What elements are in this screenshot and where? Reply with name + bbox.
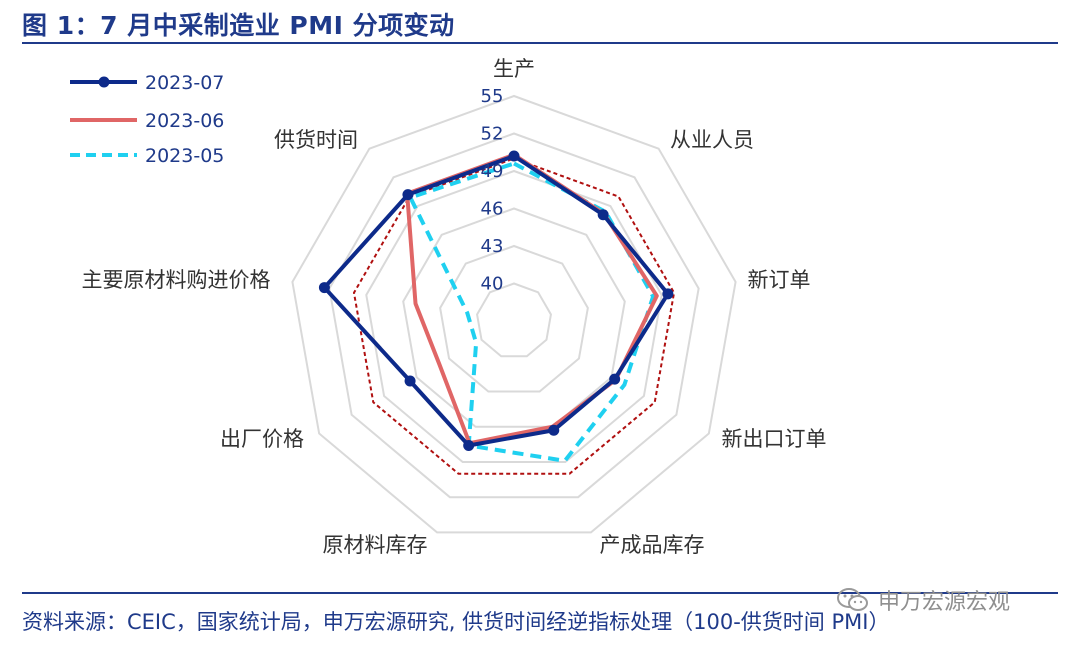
series-line — [352, 157, 676, 475]
source-rule — [22, 592, 1058, 594]
axis-label: 从业人员 — [670, 128, 754, 152]
series-line — [408, 161, 656, 463]
series-point — [609, 373, 621, 385]
axis-label: 新订单 — [748, 268, 811, 292]
axis-label: 供货时间 — [274, 128, 358, 152]
tick-label: 52 — [481, 124, 504, 145]
grid-ring — [402, 207, 626, 428]
series-point — [597, 209, 609, 221]
grid-ring — [291, 94, 737, 534]
chart-legend: 2023-07 2023-06 2023-05 — [70, 72, 224, 167]
radar-tick-labels: 40 43 46 49 52 55 — [481, 86, 504, 295]
series-point — [402, 189, 414, 201]
series-line — [405, 152, 659, 446]
legend-label: 2023-06 — [145, 110, 224, 132]
series-line — [322, 154, 670, 448]
legend-marker — [98, 76, 110, 88]
axis-label: 新出口订单 — [722, 427, 827, 451]
axis-label: 产成品库存 — [600, 533, 705, 557]
series-point — [508, 150, 520, 162]
tick-label: 40 — [481, 274, 504, 295]
tick-label: 55 — [481, 86, 504, 107]
tick-label: 43 — [481, 236, 504, 257]
watermark-text: 申万宏源宏观 — [878, 590, 1011, 615]
grid-ring — [328, 132, 700, 499]
series-point — [662, 288, 674, 300]
wechat-icon — [837, 588, 868, 611]
radar-series — [318, 150, 676, 475]
legend-label: 2023-05 — [145, 145, 224, 167]
series-point — [548, 424, 560, 436]
source-note: 资料来源：CEIC，国家统计局，申万宏源研究, 供货时间经逆指标处理（100-供… — [22, 610, 890, 634]
title-rule — [22, 42, 1058, 44]
axis-label: 出厂价格 — [220, 427, 304, 451]
series-point — [463, 440, 475, 452]
tick-label: 49 — [481, 161, 504, 182]
watermark: 申万宏源宏观 — [836, 584, 1010, 616]
axis-label: 原材料库存 — [323, 533, 428, 557]
tick-label: 46 — [481, 199, 504, 220]
grid-ring — [365, 169, 663, 463]
grid-ring — [476, 282, 552, 358]
legend-label: 2023-07 — [145, 72, 224, 94]
axis-label: 生产 — [493, 57, 535, 81]
series-point — [318, 282, 330, 294]
axis-label: 主要原材料购进价格 — [82, 268, 271, 292]
chart-title: 图 1：7 月中采制造业 PMI 分项变动 — [22, 11, 455, 40]
grid-ring — [439, 244, 589, 393]
series-point — [404, 375, 416, 387]
